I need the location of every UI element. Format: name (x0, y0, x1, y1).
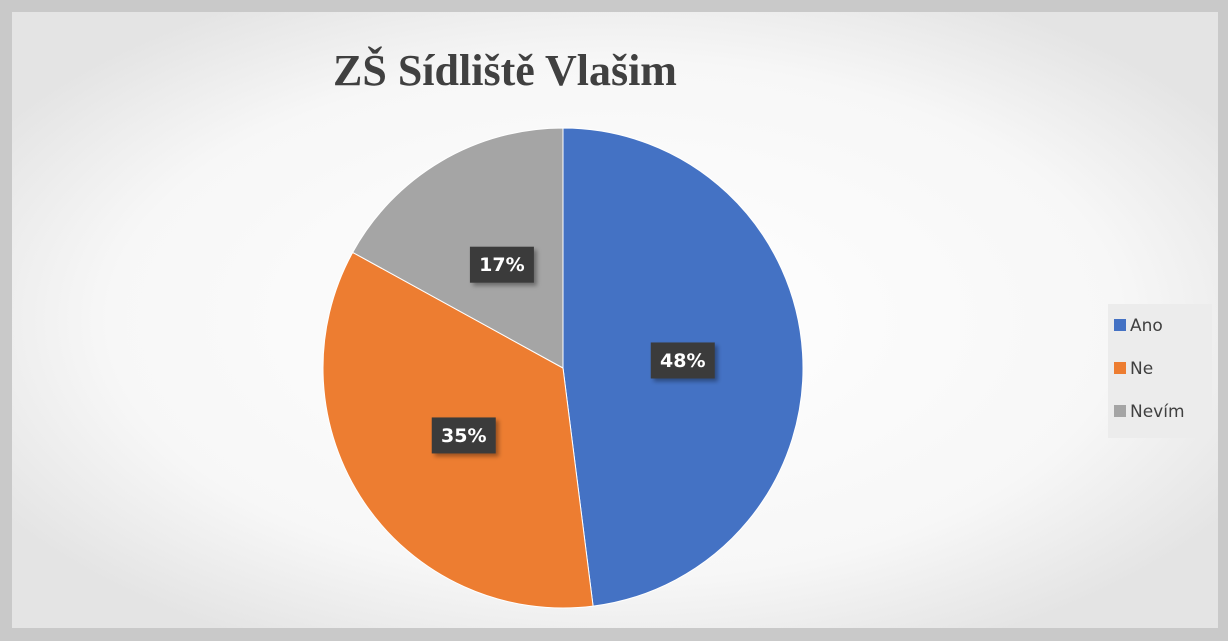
data-label-box (431, 417, 496, 454)
data-label: 48% (660, 350, 705, 372)
pie-slice (352, 127, 564, 369)
legend-swatch (1114, 319, 1126, 331)
legend-swatch (1114, 362, 1126, 374)
data-label: 17% (479, 254, 524, 276)
legend-swatch (1114, 405, 1126, 417)
data-label: 35% (441, 425, 486, 447)
data-label-box (469, 246, 534, 283)
legend-label: Ne (1130, 359, 1153, 379)
chart-title: ZŠ Sídliště Vlašim (333, 45, 677, 95)
legend-label: Ano (1130, 316, 1163, 336)
legend-label: Nevím (1130, 402, 1185, 422)
data-label-box (650, 342, 715, 379)
